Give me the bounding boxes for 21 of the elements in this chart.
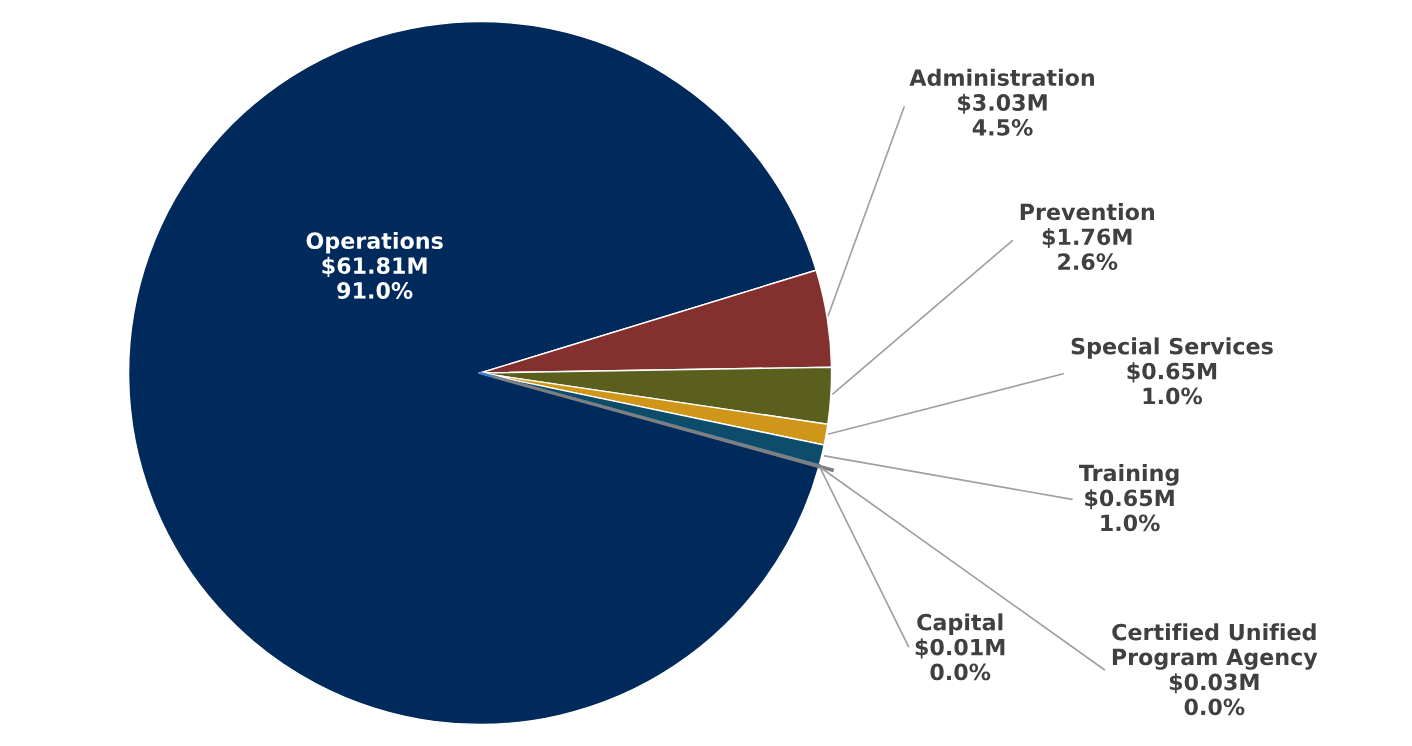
text: 4.5% xyxy=(972,118,1033,136)
data-label: $0.65M xyxy=(1127,362,1217,383)
text: 0.0% xyxy=(1184,698,1245,716)
text: 91.0% xyxy=(337,282,413,299)
text: 1.0% xyxy=(1101,514,1160,532)
slice-label: Training xyxy=(1078,464,1179,486)
slice-label: Prevention xyxy=(1020,203,1155,221)
text: 1.0% xyxy=(1143,387,1203,405)
slice-label: Capital xyxy=(917,613,1003,635)
data-label: $0.65M xyxy=(1085,489,1174,510)
data-label: $1.76M xyxy=(1042,227,1132,249)
text: 0.0% xyxy=(930,663,991,681)
slice-label: Operations xyxy=(306,231,443,254)
data-label: $61.81M xyxy=(322,256,427,277)
data-label: $3.03M xyxy=(958,93,1047,114)
text: 2.6% xyxy=(1058,253,1118,271)
slice-label: Special Services xyxy=(1071,337,1273,359)
data-label: $0.03M xyxy=(1169,673,1259,694)
slice-label: Certified Unified Program Agency xyxy=(1112,623,1318,670)
data-label: $0.01M xyxy=(915,638,1005,659)
slice-label: Administration xyxy=(909,68,1095,86)
